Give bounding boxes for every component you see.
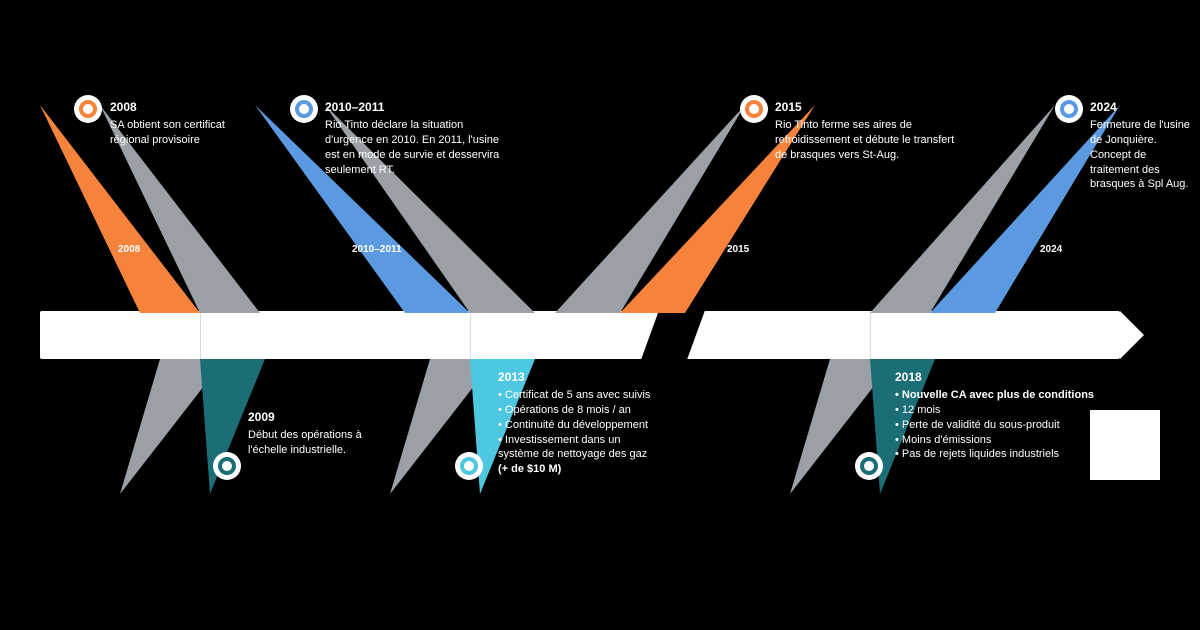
timeline-tick xyxy=(470,311,471,359)
event-date: 2015 xyxy=(775,100,802,114)
event-date: 2013 xyxy=(498,370,525,384)
event-line: • Investissement dans un xyxy=(498,433,650,448)
event-date: 2010–2011 xyxy=(325,100,384,114)
event-line: • Perte de validité du sous-produit xyxy=(895,418,1094,433)
event-body: Début des opérations à l'échelle industr… xyxy=(248,428,398,458)
fin-tip-date: 2008 xyxy=(118,244,140,255)
fin-bottom xyxy=(120,359,300,494)
event-date: 2024 xyxy=(1090,100,1117,114)
event-line: système de nettoyage des gaz xyxy=(498,447,650,462)
event-line: • Nouvelle CA avec plus de conditions xyxy=(895,388,1094,403)
fin-tip-date: 2024 xyxy=(1040,244,1062,255)
event-body: • Nouvelle CA avec plus de conditions • … xyxy=(895,388,1094,462)
event-body: Fermeture de l'usine de Jonquière. Conce… xyxy=(1090,118,1190,192)
event-body: • Certificat de 5 ans avec suivis • Opér… xyxy=(498,388,650,477)
fin-top xyxy=(870,105,1120,313)
timeline-bar xyxy=(40,311,1120,359)
event-date: 2009 xyxy=(248,410,275,424)
event-line: (+ de $10 M) xyxy=(498,462,650,477)
event-marker-icon xyxy=(855,452,883,480)
event-marker-icon xyxy=(213,452,241,480)
fin-tip-date: 2015 xyxy=(727,244,749,255)
event-line: • Continuité du développement xyxy=(498,418,650,433)
timeline-tick xyxy=(870,311,871,359)
fin-tip-date: 2010–2011 xyxy=(352,244,402,255)
event-marker-icon xyxy=(1055,95,1083,123)
event-date: 2018 xyxy=(895,370,922,384)
event-marker-icon xyxy=(740,95,768,123)
event-line: • Certificat de 5 ans avec suivis xyxy=(498,388,650,403)
event-line: • Pas de rejets liquides industriels xyxy=(895,447,1094,462)
event-line: • 12 mois xyxy=(895,403,1094,418)
timeline-arrowhead-icon xyxy=(1120,311,1144,359)
event-date: 2008 xyxy=(110,100,137,114)
logo-icon xyxy=(1090,410,1160,480)
event-body: SA obtient son certificat régional provi… xyxy=(110,118,250,148)
event-line: • Opérations de 8 mois / an xyxy=(498,403,650,418)
event-marker-icon xyxy=(290,95,318,123)
timeline-tick xyxy=(200,311,201,359)
event-body: Rio Tinto déclare la situation d'urgence… xyxy=(325,118,505,177)
event-marker-icon xyxy=(455,452,483,480)
event-line: • Moins d'émissions xyxy=(895,433,1094,448)
event-marker-icon xyxy=(74,95,102,123)
